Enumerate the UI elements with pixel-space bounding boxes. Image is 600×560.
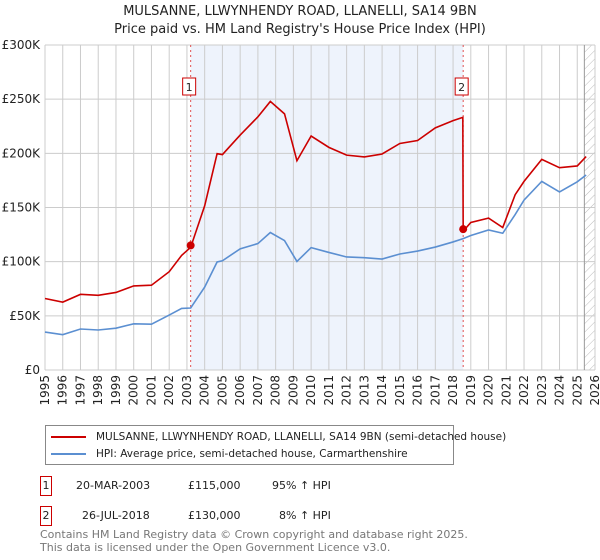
- x-tick-label: 2002: [162, 375, 176, 406]
- x-tick-label: 1995: [38, 375, 52, 406]
- property-price-line: [44, 100, 587, 303]
- sale-point: [186, 241, 195, 250]
- legend-item-property: MULSANNE, LLWYNHENDY ROAD, LLANELLI, SA1…: [46, 429, 506, 445]
- sale-marker-badge: [182, 77, 197, 96]
- y-tick-label: £150K: [2, 201, 42, 215]
- x-tick-label: 2007: [251, 375, 265, 406]
- transaction-row: 2 26-JUL-2018 £130,000 8% ↑ HPI: [40, 506, 440, 528]
- sale-marker-label: 2: [458, 81, 465, 94]
- x-tick-label: 2023: [535, 375, 549, 406]
- x-tick-label: 1998: [91, 375, 105, 406]
- hpi-line: [44, 174, 587, 336]
- sale-marker-badge: [454, 77, 469, 96]
- footer-copyright: Contains HM Land Registry data © Crown c…: [40, 528, 468, 541]
- y-tick-label: £50K: [9, 309, 41, 323]
- transaction-hpi: 95% ↑ HPI: [272, 479, 331, 492]
- legend-label: HPI: Average price, semi-detached house,…: [96, 448, 408, 460]
- legend-swatch-red: [51, 436, 86, 438]
- transaction-date: 20-MAR-2003: [76, 479, 151, 492]
- x-tick-label: 2024: [553, 375, 567, 406]
- chart-title: MULSANNE, LLWYNHENDY ROAD, LLANELLI, SA1…: [123, 4, 477, 19]
- y-tick-label: £0: [25, 363, 40, 377]
- x-tick-label: 2020: [482, 375, 496, 406]
- x-tick-label: 2004: [198, 375, 212, 406]
- y-tick-label: £300K: [2, 38, 42, 52]
- x-tick-label: 2012: [340, 375, 354, 406]
- marker-badge: 1: [40, 476, 52, 496]
- x-tick-label: 2005: [215, 375, 229, 406]
- x-tick-label: 2001: [144, 375, 158, 406]
- sale-marker-label: 1: [186, 81, 193, 94]
- marker-badge: 2: [40, 506, 52, 526]
- x-tick-label: 2014: [375, 375, 389, 406]
- x-tick-label: 2010: [304, 375, 318, 406]
- transaction-hpi: 8% ↑ HPI: [279, 509, 331, 522]
- x-tick-label: 2022: [517, 375, 531, 406]
- y-tick-label: £200K: [2, 146, 42, 160]
- x-tick-label: 2000: [127, 375, 141, 406]
- x-tick-label: 2006: [233, 375, 247, 406]
- x-tick-label: 2026: [588, 375, 600, 406]
- sale-point: [459, 225, 468, 234]
- legend-swatch-blue: [51, 453, 86, 455]
- legend-item-hpi: HPI: Average price, semi-detached house,…: [46, 446, 408, 462]
- x-tick-label: 1997: [73, 375, 87, 406]
- x-tick-label: 2016: [411, 375, 425, 406]
- x-tick-label: 1999: [109, 375, 123, 406]
- x-tick-label: 2009: [286, 375, 300, 406]
- price-chart: 1995 1996 1997 1998 1999 2000 2001 2002 2003 2004…: [2, 38, 600, 406]
- x-tick-label: 2018: [446, 375, 460, 406]
- transaction-price: £115,000: [188, 479, 241, 492]
- x-tick-label: 2008: [269, 375, 283, 406]
- y-tick-label: £100K: [2, 255, 42, 269]
- x-tick-label: 2003: [180, 375, 194, 406]
- legend: MULSANNE, LLWYNHENDY ROAD, LLANELLI, SA1…: [45, 425, 506, 465]
- footer: Contains HM Land Registry data © Crown c…: [40, 528, 468, 554]
- legend-label: MULSANNE, LLWYNHENDY ROAD, LLANELLI, SA1…: [96, 431, 507, 443]
- x-tick-label: 2019: [464, 375, 478, 406]
- x-tick-label: 2015: [393, 375, 407, 406]
- x-tick-label: 2013: [357, 375, 371, 406]
- transaction-date: 26-JUL-2018: [82, 509, 150, 522]
- x-tick-label: 1996: [56, 375, 70, 406]
- transaction-row: 1 20-MAR-2003 £115,000 95% ↑ HPI: [40, 476, 440, 498]
- x-tick-label: 2025: [570, 375, 584, 406]
- y-tick-label: £250K: [2, 92, 42, 106]
- chart-subtitle: Price paid vs. HM Land Registry's House …: [114, 22, 486, 37]
- footer-licence: This data is licensed under the Open Gov…: [40, 541, 391, 554]
- x-tick-label: 2011: [322, 375, 336, 406]
- transaction-price: £130,000: [188, 509, 241, 522]
- x-tick-label: 2021: [499, 375, 513, 406]
- x-tick-label: 2017: [428, 375, 442, 406]
